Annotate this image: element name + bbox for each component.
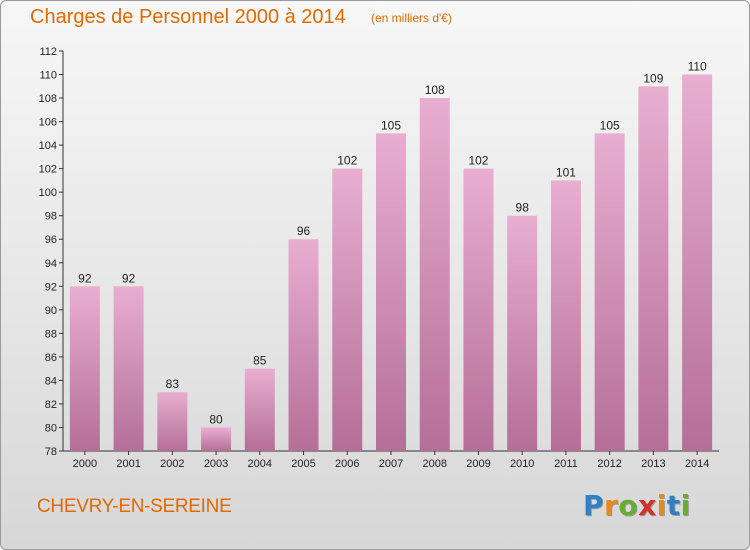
data-label-2000: 92	[78, 271, 92, 285]
bar-2013	[638, 86, 669, 451]
y-tick-label: 106	[39, 117, 57, 129]
x-tick-label-2011: 2011	[554, 458, 578, 470]
data-label-2011: 101	[556, 165, 576, 179]
bar-2014	[682, 74, 713, 451]
bars	[69, 74, 713, 452]
y-tick-label: 112	[39, 46, 57, 58]
y-tick-label: 80	[45, 422, 57, 434]
x-tick-label-2014: 2014	[685, 458, 709, 470]
y-tick-label: 94	[45, 258, 57, 270]
data-label-2012: 105	[600, 118, 620, 132]
brand-letter: i	[680, 489, 691, 522]
data-label-2009: 102	[468, 154, 488, 168]
bar-2000	[69, 286, 100, 451]
y-tick-label: 98	[45, 211, 57, 223]
x-tick-label-2007: 2007	[379, 458, 403, 470]
y-tick-label: 92	[45, 281, 57, 293]
bar-2006	[332, 168, 363, 451]
y-tick-label: 86	[45, 352, 57, 364]
y-tick-label: 88	[45, 328, 57, 340]
bar-2011	[550, 180, 581, 452]
bar-2009	[463, 168, 494, 451]
brand-letter: P	[583, 489, 605, 522]
data-label-2007: 105	[381, 118, 401, 132]
bar-2002	[157, 392, 188, 451]
data-label-2008: 108	[425, 83, 445, 97]
x-tick-label-2003: 2003	[204, 458, 228, 470]
brand-letter: t	[666, 489, 681, 522]
x-tick-label-2004: 2004	[248, 458, 272, 470]
data-label-2001: 92	[122, 271, 136, 285]
data-label-2010: 98	[516, 201, 530, 215]
bar-2004	[244, 368, 275, 451]
data-labels: 92 92 83 80 85 96 102 105 108 102 98 101 105 109 110	[78, 60, 707, 427]
data-label-2014: 110	[688, 60, 707, 74]
y-tick-label: 84	[45, 375, 57, 387]
chart-title: Charges de Personnel 2000 à 2014	[30, 6, 346, 28]
commune-name: CHEVRY-EN-SEREINE	[37, 496, 232, 517]
chart-subtitle: (en milliers d'€)	[371, 11, 452, 25]
x-tick-label-2006: 2006	[335, 458, 359, 470]
y-tick-label: 82	[45, 399, 57, 411]
x-tick-label-2008: 2008	[422, 458, 446, 470]
data-label-2002: 83	[166, 377, 180, 391]
brand-letter: r	[604, 489, 619, 522]
bar-2005	[288, 239, 319, 451]
x-tick-label-2005: 2005	[291, 458, 315, 470]
bar-2010	[507, 215, 538, 451]
x-tick-label-2001: 2001	[116, 458, 140, 470]
data-label-2013: 109	[643, 71, 663, 85]
brand-letter: o	[618, 489, 639, 522]
x-tick-label-2000: 2000	[73, 458, 97, 470]
x-tick-label-2009: 2009	[466, 458, 490, 470]
y-tick-label: 100	[39, 187, 57, 199]
y-tick-label: 108	[39, 93, 57, 105]
x-tick-label-2002: 2002	[160, 458, 184, 470]
x-tick-label-2012: 2012	[597, 458, 621, 470]
brand-letter: x	[638, 489, 657, 522]
y-tick-label: 96	[45, 234, 57, 246]
data-label-2003: 80	[209, 412, 223, 426]
bar-2008	[419, 98, 450, 451]
y-tick-label: 102	[39, 164, 57, 176]
x-tick-label-2010: 2010	[510, 458, 534, 470]
y-tick-label: 110	[39, 70, 57, 82]
y-tick-label: 104	[39, 140, 57, 152]
proxiti-logo[interactable]: Proxiti	[583, 489, 691, 522]
bar-2003	[201, 427, 232, 451]
bar-2012	[594, 133, 625, 451]
data-label-2005: 96	[297, 224, 311, 238]
x-tick-label-2013: 2013	[641, 458, 665, 470]
y-tick-label: 90	[45, 305, 57, 317]
y-tick-label: 78	[45, 446, 57, 458]
data-label-2006: 102	[337, 154, 357, 168]
data-label-2004: 85	[253, 354, 267, 368]
bar-2001	[113, 286, 144, 451]
bar-2007	[376, 133, 406, 451]
brand-letter: i	[656, 489, 667, 522]
